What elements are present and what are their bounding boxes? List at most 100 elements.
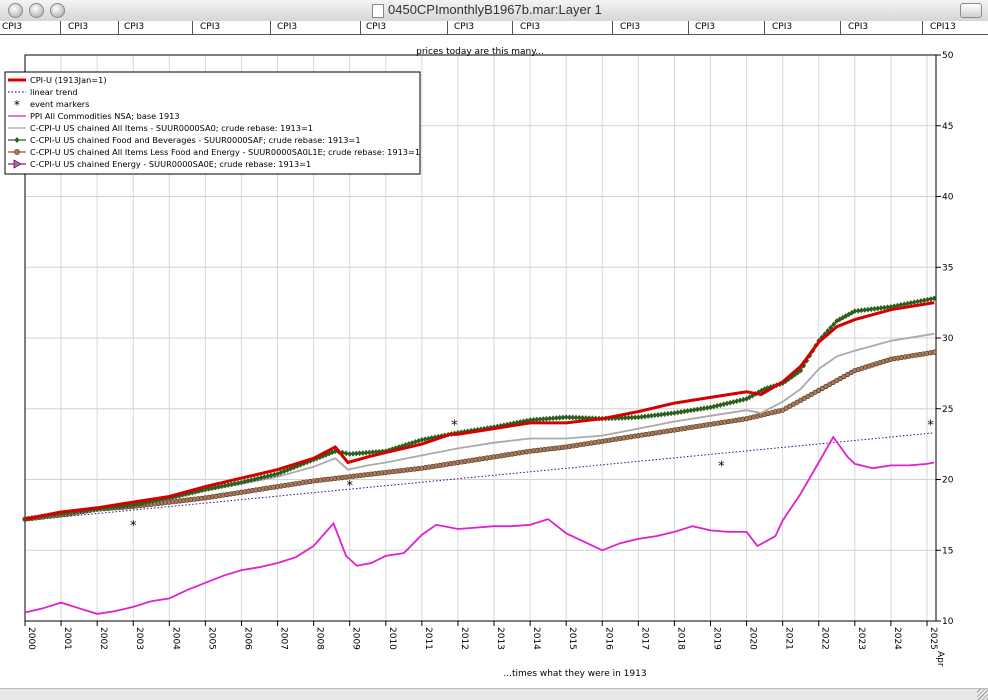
series-line: [24, 432, 935, 521]
tab-separator: [270, 21, 271, 34]
y-tick-label: 35: [942, 263, 953, 273]
x-tick-label: 2006: [242, 627, 252, 650]
legend-label: C-CPI-U US chained Food and Beverages - …: [30, 135, 361, 145]
series-1: [24, 432, 935, 521]
y-tick-label: 20: [942, 476, 954, 486]
tab-cpi3[interactable]: CPI3: [2, 22, 23, 32]
x-tick-label: 2020: [748, 627, 758, 650]
chart-title: prices today are this many...: [416, 47, 544, 57]
tab-cpi3[interactable]: CPI3: [620, 22, 641, 32]
series-line: [24, 351, 935, 520]
series-line: [24, 332, 935, 520]
tab-separator: [688, 21, 689, 34]
series-4: [24, 332, 935, 520]
x-tick-label: 2021: [784, 627, 794, 650]
y-tick-label: 30: [942, 334, 954, 344]
series-layer: * * * * *: [22, 295, 937, 615]
x-tick-label: 2022: [820, 627, 830, 650]
food-marker: [343, 450, 349, 457]
x-tick-label: 2023: [856, 627, 866, 650]
zoom-window-button[interactable]: [50, 3, 65, 18]
close-window-button[interactable]: [8, 3, 23, 18]
food-marker: [570, 414, 576, 421]
x-tick-label: 2019: [712, 627, 722, 650]
x-tick-label: 2024: [892, 627, 902, 650]
title-bar[interactable]: 0450CPImonthlyB1967b.mar:Layer 1: [0, 0, 988, 22]
tab-cpi3[interactable]: CPI3: [124, 22, 145, 32]
y-tick-label: 40: [942, 193, 954, 203]
legend-triangle-icon: [13, 159, 22, 169]
tab-cpi3[interactable]: CPI3: [200, 22, 221, 32]
tab-separator: [612, 21, 613, 34]
tab-cpi3[interactable]: CPI3: [848, 22, 869, 32]
tab-cpi3[interactable]: CPI3: [454, 22, 475, 32]
tab-separator: [840, 21, 841, 34]
food-marker: [798, 367, 804, 374]
x-tick-label: 2004: [170, 627, 180, 650]
x-tick-label: 2003: [134, 627, 144, 650]
legend-label: C-CPI-U US chained All Items - SUUR0000S…: [30, 123, 313, 133]
tab-cpi3[interactable]: CPI3: [695, 22, 716, 32]
legend-label: linear trend: [30, 87, 78, 97]
tab-separator: [192, 21, 193, 34]
event-marker: *: [718, 459, 725, 474]
legend-label: CPI-U (1913Jan=1): [30, 75, 107, 85]
legend-label: PPI All Commodities NSA; base 1913: [30, 111, 180, 121]
tab-cpi3[interactable]: CPI3: [772, 22, 793, 32]
x-tick-label: 2005: [206, 627, 216, 650]
food-marker: [563, 414, 569, 421]
series-line: [24, 301, 935, 521]
legend-diamond-icon: [14, 137, 20, 143]
tab-cpi3[interactable]: CPI3: [520, 22, 541, 32]
x-tick-label: 2007: [279, 627, 289, 650]
document-icon: [372, 4, 384, 18]
legend-label: C-CPI-U US chained All Items Less Food a…: [30, 147, 420, 157]
x-tick-end-label: Apr: [935, 651, 945, 667]
x-tick-label: 2012: [459, 627, 469, 650]
tab-cpi3[interactable]: CPI3: [68, 22, 89, 32]
x-tick-label: 2013: [495, 627, 505, 650]
event-marker: *: [451, 418, 458, 433]
series-0: [24, 301, 935, 521]
x-axis-ticks: 2000 2001 2002 2003 2004 2005 2006 2007 2008 2009…: [24, 621, 945, 667]
tab-cpi3[interactable]: CPI3: [366, 22, 387, 32]
x-tick-label: 2008: [315, 627, 325, 650]
horizontal-scrollbar[interactable]: [0, 688, 988, 700]
x-tick-label: 2025: [928, 627, 938, 650]
legend-label: C-CPI-U US chained Energy - SUUR0000SA0E…: [30, 159, 311, 169]
food-marker: [573, 414, 579, 421]
event-marker: *: [346, 479, 353, 494]
x-tick-label: 2015: [567, 627, 577, 650]
y-axis-ticks: 10 15 20 25 30 35 40 45 50: [936, 51, 954, 627]
legend-swatch: [8, 159, 26, 169]
legend-box: [4, 71, 421, 175]
legend-swatch: [8, 149, 26, 155]
x-tick-label: 2002: [98, 627, 108, 650]
x-tick-label: 2017: [639, 627, 649, 650]
food-marker: [566, 414, 572, 421]
toolbar-toggle-button[interactable]: [960, 3, 982, 18]
x-axis-label: ...times what they were in 1913: [503, 669, 646, 679]
event-marker: *: [927, 418, 934, 433]
x-tick-label: 2000: [26, 627, 36, 650]
tab-cpi3[interactable]: CPI3: [277, 22, 298, 32]
x-tick-label: 2009: [351, 627, 361, 650]
legend-label: event markers: [30, 99, 89, 109]
y-tick-label: 10: [942, 617, 954, 627]
y-tick-label: 50: [942, 51, 954, 61]
resize-grip-icon[interactable]: [977, 689, 988, 700]
minimize-window-button[interactable]: [29, 3, 44, 18]
core-marker: [931, 349, 937, 355]
tab-separator: [447, 21, 448, 34]
tab-separator: [60, 21, 61, 34]
food-marker: [931, 295, 937, 302]
cpi-chart: prices today are this many... ...times w…: [4, 47, 954, 679]
window-title: 0450CPImonthlyB1967b.mar:Layer 1: [388, 2, 602, 17]
tab-separator: [118, 21, 119, 34]
tab-cpi13[interactable]: CPI13: [930, 22, 956, 32]
tab-separator: [360, 21, 361, 34]
food-marker: [831, 321, 837, 328]
legend-asterisk-icon: *: [14, 98, 20, 112]
x-tick-label: 2018: [675, 627, 685, 650]
